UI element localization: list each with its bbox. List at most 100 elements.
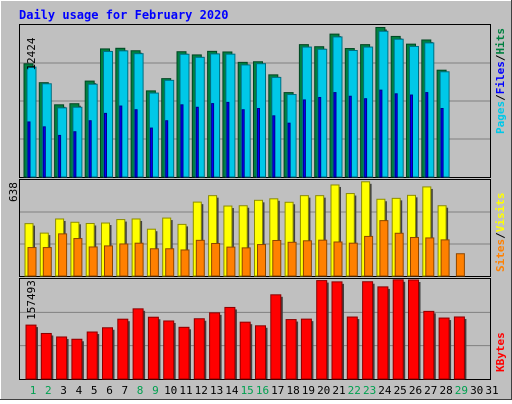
files-bar-day-11: [179, 53, 190, 178]
files-bar-day-4: [72, 106, 83, 178]
kbytes-bar-day-12: [193, 318, 205, 380]
x-tick-label-day-11: 11: [179, 384, 192, 397]
kbytes-bar-day-11: [178, 326, 190, 380]
pages-bar-day-16: [257, 107, 260, 178]
x-tick-label-day-24: 24: [378, 384, 392, 397]
pages-bar-day-15: [241, 109, 245, 178]
sites-bar-day-13: [211, 242, 221, 277]
pages-bar-day-6: [104, 112, 107, 178]
x-tick-label-day-20: 20: [317, 384, 330, 397]
pages-bar-day-22: [348, 95, 352, 178]
x-tick-label-day-8: 8: [137, 384, 144, 397]
pages-bar-day-8: [134, 109, 138, 178]
sites-bar-day-22: [348, 242, 358, 277]
x-tick-label-day-2: 2: [45, 384, 52, 397]
x-tick-label-day-7: 7: [121, 384, 128, 397]
kbytes-ymax-label: 157493: [25, 280, 38, 320]
x-tick-label-day-30: 30: [470, 384, 483, 397]
files-bar-day-12: [194, 56, 205, 178]
pages-bar-day-4: [73, 131, 77, 178]
pages-bar-day-28: [440, 107, 444, 178]
files-bar-day-2: [41, 83, 52, 178]
sites-bar-day-21: [333, 241, 343, 277]
files-bar-day-20: [317, 48, 328, 178]
x-tick-label-day-12: 12: [195, 384, 208, 397]
pages-bar-day-13: [211, 103, 215, 178]
kbytes-bar-day-14: [224, 306, 236, 380]
kbytes-bar-day-2: [40, 332, 52, 380]
kbytes-bar-day-17: [270, 294, 282, 380]
kbytes-bar-day-29: [453, 316, 465, 380]
kbytes-bar-day-22: [346, 316, 358, 380]
pages-bar-day-10: [165, 120, 169, 178]
pages-bar-day-3: [58, 134, 62, 178]
pages-bar-day-14: [226, 101, 230, 178]
x-tick-label-day-29: 29: [455, 384, 468, 397]
pages-bar-day-24: [379, 89, 383, 178]
sites-bar-day-24: [379, 220, 389, 277]
legend-files: Files: [494, 61, 507, 94]
kbytes-bar-day-25: [392, 279, 404, 380]
kbytes-bar-day-6: [102, 327, 113, 380]
pages-bar-day-7: [119, 105, 123, 178]
files-bar-day-24: [378, 30, 389, 178]
sites-bar-day-9: [149, 248, 159, 277]
x-tick-label-day-21: 21: [332, 384, 345, 397]
sites-bar-day-29: [455, 253, 465, 277]
pages-bar-day-9: [149, 127, 153, 178]
files-bar-day-28: [439, 71, 450, 178]
x-tick-label-day-19: 19: [302, 384, 315, 397]
pages-bar-day-27: [425, 92, 429, 178]
kbytes-bar-day-9: [147, 316, 159, 380]
chart-title: Daily usage for February 2020: [19, 8, 229, 22]
kbytes-bar-day-3: [56, 336, 68, 380]
pages-bar-day-12: [195, 106, 199, 178]
files-bar-day-1: [26, 66, 37, 178]
files-bar-day-17: [271, 76, 282, 178]
files-bar-day-5: [87, 83, 98, 178]
x-tick-label-day-14: 14: [225, 384, 239, 397]
pages-bar-day-21: [333, 92, 337, 178]
kbytes-bar-day-21: [331, 281, 343, 380]
pages-bar-day-20: [318, 96, 322, 178]
sites-bar-day-19: [302, 240, 312, 277]
pages-bar-day-17: [272, 115, 276, 178]
sites-bar-day-27: [425, 237, 435, 277]
legend-hits: Hits: [494, 28, 507, 55]
kbytes-bar-day-10: [163, 320, 175, 380]
x-tick-label-day-10: 10: [164, 384, 177, 397]
kbytes-bar-day-19: [300, 318, 312, 380]
kbytes-bar-day-13: [209, 312, 221, 380]
sites-bar-day-5: [88, 246, 98, 277]
pages-bar-day-26: [410, 94, 413, 178]
files-bar-day-22: [347, 49, 358, 178]
x-tick-label-day-15: 15: [241, 384, 254, 397]
hits-ymax-label: 12424: [25, 37, 38, 70]
files-bar-day-18: [286, 94, 297, 178]
files-bar-day-14: [225, 53, 236, 178]
kbytes-bar-day-28: [438, 317, 450, 380]
x-tick-label-day-5: 5: [91, 384, 98, 397]
x-tick-label-day-27: 27: [424, 384, 437, 397]
x-tick-label-day-1: 1: [30, 384, 37, 397]
x-tick-label-day-4: 4: [76, 384, 83, 397]
sites-bar-day-12: [195, 239, 205, 277]
sites-bar-day-17: [272, 239, 282, 277]
x-tick-label-day-22: 22: [348, 384, 361, 397]
legend-sites: Sites: [494, 239, 507, 272]
sites-bar-day-4: [73, 238, 83, 277]
sites-bar-day-23: [364, 235, 374, 277]
sites-bar-day-2: [42, 247, 52, 277]
kbytes-bar-day-1: [25, 324, 37, 380]
files-bar-day-21: [332, 36, 343, 178]
sites-bar-day-14: [226, 246, 236, 277]
kbytes-bar-day-23: [362, 281, 374, 380]
pages-bar-day-25: [394, 93, 398, 178]
kbytes-bar-day-26: [408, 279, 419, 380]
files-bar-day-27: [424, 42, 435, 178]
files-bar-day-10: [164, 79, 175, 178]
bars-layer: [23, 26, 467, 380]
kbytes-bar-day-4: [71, 338, 83, 380]
